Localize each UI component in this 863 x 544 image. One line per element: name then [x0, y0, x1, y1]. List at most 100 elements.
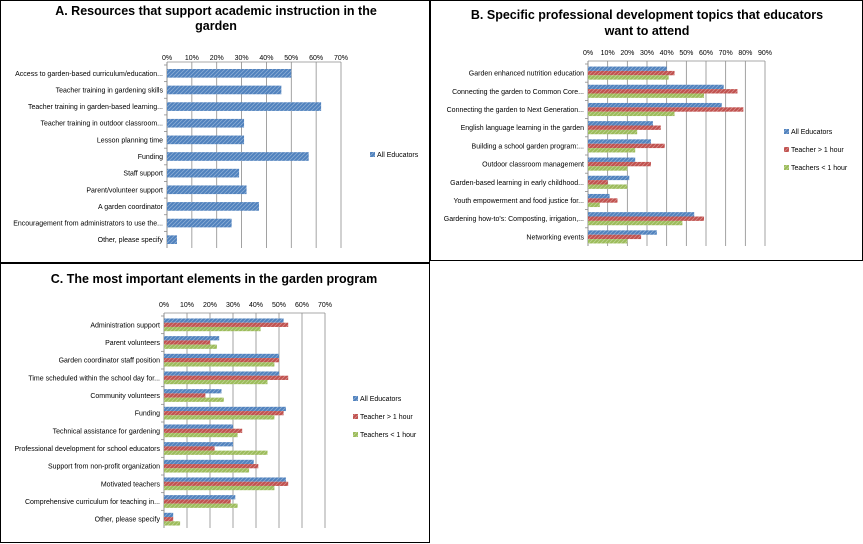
bar [167, 202, 259, 211]
bar [164, 393, 206, 398]
x-tick-label: 30% [640, 50, 654, 57]
chart-panel-b: B. Specific professional development top… [430, 0, 863, 261]
chart-a-svg: A. Resources that support academic instr… [13, 4, 419, 248]
legend-label: Teachers < 1 hour [360, 432, 417, 439]
bar [164, 379, 268, 385]
bar [164, 459, 254, 465]
bar [588, 230, 657, 235]
bar [588, 70, 675, 76]
bar [164, 371, 279, 376]
bar [164, 428, 243, 433]
bar [164, 353, 279, 359]
x-tick-label: 40% [660, 50, 674, 57]
chart-title-line: A. Resources that support academic instr… [55, 4, 377, 18]
bar [164, 477, 286, 482]
category-label: Parent/volunteer support [86, 187, 163, 194]
bar [588, 157, 636, 162]
category-label: Access to garden-based curriculum/educat… [15, 71, 163, 78]
category-label: Administration support [90, 322, 160, 329]
legend-label: All Educators [791, 129, 833, 136]
x-tick-label: 40% [259, 55, 273, 62]
x-tick-label: 20% [210, 55, 224, 62]
bar [164, 340, 210, 345]
bar [588, 121, 653, 126]
x-tick-label: 0% [159, 302, 169, 309]
category-label: Comprehensive curriculum for teaching in… [25, 499, 160, 506]
bar [164, 464, 259, 469]
legend-label: Teacher > 1 hour [360, 414, 413, 421]
x-tick-label: 30% [226, 302, 240, 309]
bar [164, 499, 231, 504]
bar [164, 468, 250, 473]
x-tick-label: 90% [758, 50, 772, 57]
bar [588, 239, 628, 244]
bar [588, 202, 600, 208]
category-label: Teacher training in garden-based learnin… [28, 104, 163, 111]
category-label: English language learning in the garden [461, 125, 584, 132]
category-label: Gardening how-to's: Composting, irrigati… [444, 216, 584, 223]
legend-label: Teacher > 1 hour [791, 147, 844, 154]
bar [588, 102, 722, 108]
bar [588, 234, 642, 240]
category-label: Time scheduled within the school day for… [28, 375, 160, 382]
chart-b-svg: B. Specific professional development top… [444, 8, 848, 246]
bar [588, 198, 618, 203]
x-tick-label: 20% [203, 302, 217, 309]
x-tick-label: 60% [309, 55, 323, 62]
chart-panel-a: A. Resources that support academic instr… [0, 0, 430, 263]
x-tick-label: 10% [180, 302, 194, 309]
bar [164, 424, 233, 429]
bar [588, 166, 628, 171]
x-tick-label: 60% [699, 50, 713, 57]
category-label: Professional development for school educ… [14, 446, 160, 453]
legend-swatch [353, 414, 358, 419]
category-label: Teacher training in outdoor classroom... [40, 121, 163, 128]
category-label: Funding [135, 411, 160, 418]
bar [167, 102, 322, 111]
x-tick-label: 70% [318, 302, 332, 309]
bar [164, 326, 261, 332]
bar [588, 139, 651, 144]
x-tick-label: 70% [334, 55, 348, 62]
bar [164, 481, 289, 486]
bar [164, 521, 181, 526]
category-label: Networking events [526, 234, 584, 241]
x-tick-label: 30% [235, 55, 249, 62]
category-label: Garden enhanced nutrition education [469, 71, 584, 78]
category-label: Parent volunteers [105, 340, 160, 347]
bar [167, 218, 232, 228]
category-label: Other, please specify [95, 517, 161, 524]
category-label: Lesson planning time [97, 137, 163, 144]
chart-title-line: want to attend [604, 24, 690, 38]
bar [164, 432, 238, 438]
bar [164, 406, 286, 412]
bar [588, 212, 695, 217]
bar [588, 184, 628, 189]
category-label: Funding [138, 154, 163, 161]
bar [164, 411, 284, 416]
category-label: Community volunteers [90, 393, 160, 400]
category-label: Building a school garden program:... [472, 143, 585, 150]
bar [167, 185, 247, 195]
legend-swatch [353, 396, 358, 401]
x-tick-label: 80% [738, 50, 752, 57]
legend-label: All Educators [377, 152, 419, 159]
bar [588, 93, 705, 98]
x-tick-label: 10% [601, 50, 615, 57]
legend-swatch [784, 147, 789, 152]
bar [588, 161, 651, 167]
bar [588, 107, 744, 112]
legend-swatch [784, 129, 789, 134]
x-tick-label: 0% [583, 50, 593, 57]
x-tick-label: 20% [620, 50, 634, 57]
category-label: Outdoor classroom management [482, 162, 584, 169]
x-tick-label: 60% [295, 302, 309, 309]
category-label: Motivated teachers [101, 481, 161, 488]
category-label: Garden-based learning in early childhood… [450, 180, 584, 187]
bar [167, 168, 240, 178]
bar [588, 143, 665, 149]
category-label: Connecting the garden to Next Generation… [447, 107, 584, 114]
bar [167, 68, 292, 78]
bar [164, 446, 215, 451]
bar [164, 344, 217, 349]
